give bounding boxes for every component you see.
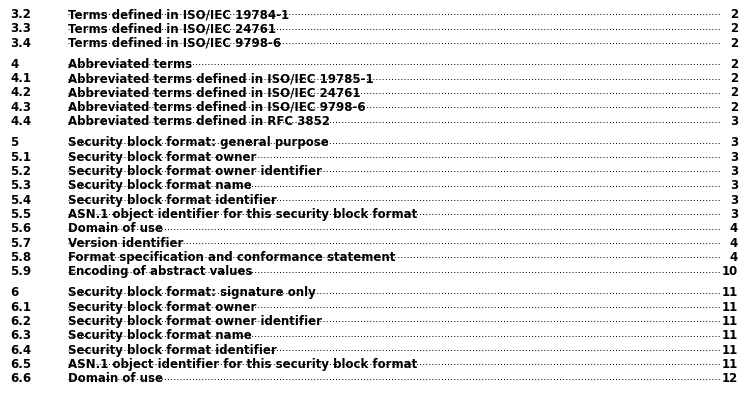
Text: 3: 3 [730,193,738,206]
Text: Security block format owner identifier: Security block format owner identifier [68,164,322,178]
Text: 2: 2 [730,22,738,35]
Text: 4.4: 4.4 [10,115,31,128]
Text: 4: 4 [10,58,18,71]
Text: 5.2: 5.2 [10,164,31,178]
Text: 5.7: 5.7 [10,236,31,249]
Text: 2: 2 [730,58,738,71]
Text: 6.1: 6.1 [10,300,31,313]
Text: ASN.1 object identifier for this security block format: ASN.1 object identifier for this securit… [68,207,418,220]
Text: 5.5: 5.5 [10,207,31,220]
Text: 2: 2 [730,101,738,114]
Text: 3.4: 3.4 [10,36,31,49]
Text: Security block format name: Security block format name [68,179,252,192]
Text: 5.1: 5.1 [10,151,31,163]
Text: Security block format owner: Security block format owner [68,151,256,163]
Text: Abbreviated terms defined in ISO/IEC 24761: Abbreviated terms defined in ISO/IEC 247… [68,86,360,99]
Text: 4.1: 4.1 [10,72,31,85]
Text: Security block format owner identifier: Security block format owner identifier [68,314,322,327]
Text: 2: 2 [730,72,738,85]
Text: 4: 4 [730,250,738,263]
Text: 12: 12 [722,371,738,384]
Text: 5: 5 [10,136,18,149]
Text: 2: 2 [730,86,738,99]
Text: Security block format: general purpose: Security block format: general purpose [68,136,329,149]
Text: 5.6: 5.6 [10,222,31,235]
Text: 6.2: 6.2 [10,314,31,327]
Text: 5.8: 5.8 [10,250,31,263]
Text: 6.3: 6.3 [10,328,31,342]
Text: Terms defined in ISO/IEC 9798-6: Terms defined in ISO/IEC 9798-6 [68,36,281,49]
Text: Security block format owner: Security block format owner [68,300,256,313]
Text: Encoding of abstract values: Encoding of abstract values [68,265,252,277]
Text: 11: 11 [722,343,738,356]
Text: 11: 11 [722,300,738,313]
Text: Terms defined in ISO/IEC 24761: Terms defined in ISO/IEC 24761 [68,22,276,35]
Text: 2: 2 [730,36,738,49]
Text: 3: 3 [730,164,738,178]
Text: 4: 4 [730,236,738,249]
Text: 11: 11 [722,328,738,342]
Text: Abbreviated terms defined in RFC 3852: Abbreviated terms defined in RFC 3852 [68,115,330,128]
Text: Security block format name: Security block format name [68,328,252,342]
Text: 2: 2 [730,8,738,21]
Text: 4.3: 4.3 [10,101,31,114]
Text: Domain of use: Domain of use [68,371,163,384]
Text: ASN.1 object identifier for this security block format: ASN.1 object identifier for this securit… [68,357,418,370]
Text: Format specification and conformance statement: Format specification and conformance sta… [68,250,395,263]
Text: 3: 3 [730,115,738,128]
Text: 6.6: 6.6 [10,371,31,384]
Text: 5.4: 5.4 [10,193,31,206]
Text: 3: 3 [730,207,738,220]
Text: 4: 4 [730,222,738,235]
Text: Abbreviated terms: Abbreviated terms [68,58,192,71]
Text: 6.4: 6.4 [10,343,31,356]
Text: 3: 3 [730,179,738,192]
Text: Version identifier: Version identifier [68,236,183,249]
Text: 11: 11 [722,286,738,299]
Text: 6.5: 6.5 [10,357,31,370]
Text: Security block format: signature only: Security block format: signature only [68,286,315,299]
Text: Abbreviated terms defined in ISO/IEC 9798-6: Abbreviated terms defined in ISO/IEC 979… [68,101,366,114]
Text: 6: 6 [10,286,18,299]
Text: 11: 11 [722,314,738,327]
Text: 3: 3 [730,151,738,163]
Text: 11: 11 [722,357,738,370]
Text: 5.9: 5.9 [10,265,31,277]
Text: Security block format identifier: Security block format identifier [68,193,277,206]
Text: 5.3: 5.3 [10,179,31,192]
Text: 3.2: 3.2 [10,8,31,21]
Text: Security block format identifier: Security block format identifier [68,343,277,356]
Text: Abbreviated terms defined in ISO/IEC 19785-1: Abbreviated terms defined in ISO/IEC 197… [68,72,374,85]
Text: 4.2: 4.2 [10,86,31,99]
Text: 3.3: 3.3 [10,22,31,35]
Text: Domain of use: Domain of use [68,222,163,235]
Text: 10: 10 [722,265,738,277]
Text: Terms defined in ISO/IEC 19784-1: Terms defined in ISO/IEC 19784-1 [68,8,289,21]
Text: 3: 3 [730,136,738,149]
